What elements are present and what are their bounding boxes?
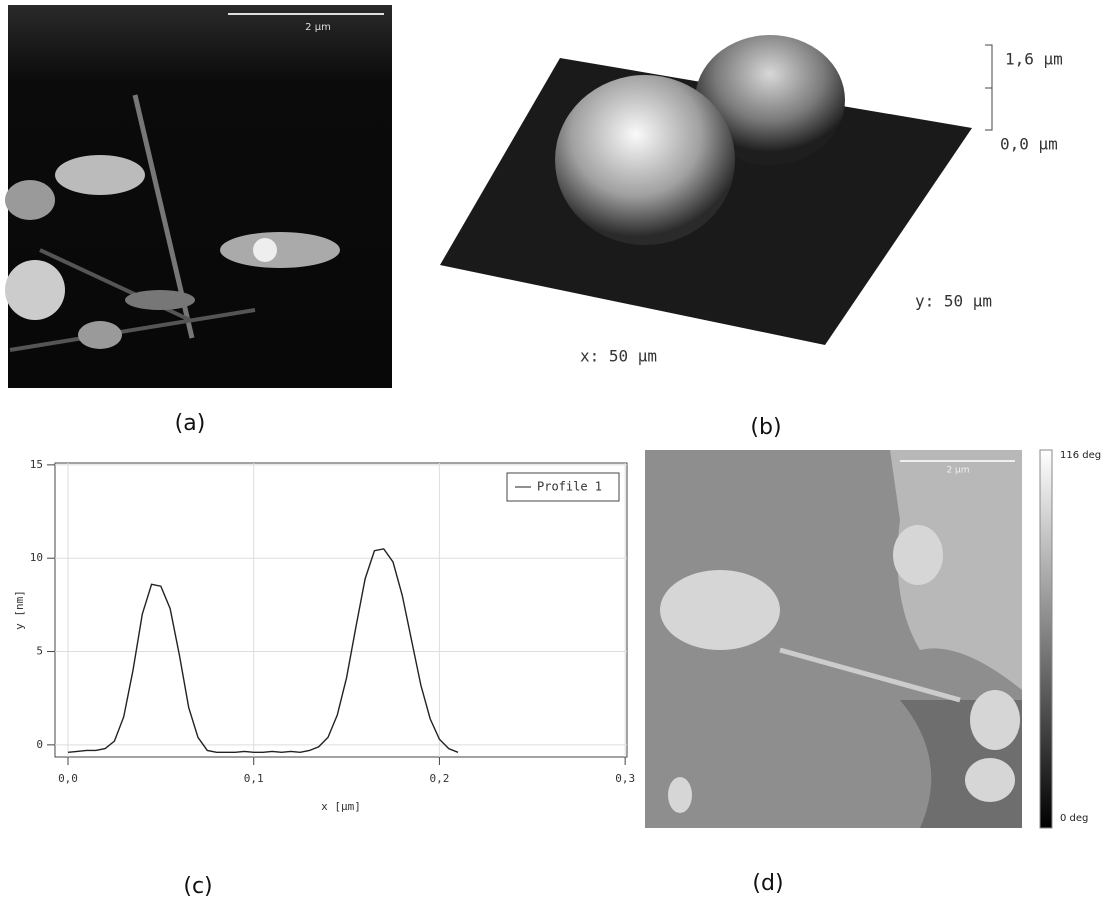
panel-b: 1,6 µm 0,0 µm x: 50 µm y: 50 µm [440, 35, 1063, 366]
x-tick-label: 0,2 [429, 772, 449, 785]
x-label: x: 50 µm [580, 347, 657, 366]
x-tick-label: 0,1 [244, 772, 264, 785]
colorbar-label: 116 deg [1060, 450, 1101, 461]
x-axis-label: x [µm] [321, 800, 361, 813]
panel-label: (a) [175, 411, 206, 436]
figure: 2 µm 1,6 µm 0,0 µm x: 50 µm y: 50 µm [0, 0, 1108, 906]
y-tick-label: 0 [36, 738, 43, 751]
y-tick-label: 5 [36, 645, 43, 658]
panel-d: 2 µm 116 deg 0 deg [645, 450, 1101, 828]
y-axis-label: y [nm] [13, 590, 26, 630]
x-tick-label: 0,0 [58, 772, 78, 785]
panel-label: (c) [183, 874, 212, 899]
plot-frame [55, 463, 627, 757]
z-label: 1,6 µm [1005, 50, 1063, 69]
peak [555, 75, 735, 245]
afm-image [8, 5, 392, 388]
colorbar-label: 0 deg [1060, 813, 1088, 824]
z-axis [985, 45, 992, 130]
legend-label: Profile 1 [537, 480, 602, 494]
scale-label: 2 µm [946, 466, 969, 476]
panel-label: (d) [752, 871, 783, 896]
y-tick-label: 15 [30, 458, 43, 471]
panel-c: 0,0 0,1 0,2 0,3 0 5 10 15 x [µm] y [nm] Profile 1 [13, 458, 635, 813]
colorbar [1040, 450, 1052, 828]
scale-label: 2 µm [305, 22, 331, 33]
x-tick-label: 0,3 [615, 772, 635, 785]
y-label: y: 50 µm [915, 292, 992, 311]
panel-label: (b) [750, 415, 781, 440]
y-tick-label: 10 [30, 551, 43, 564]
panel-a: 2 µm [5, 5, 392, 388]
z-label: 0,0 µm [1000, 135, 1058, 154]
